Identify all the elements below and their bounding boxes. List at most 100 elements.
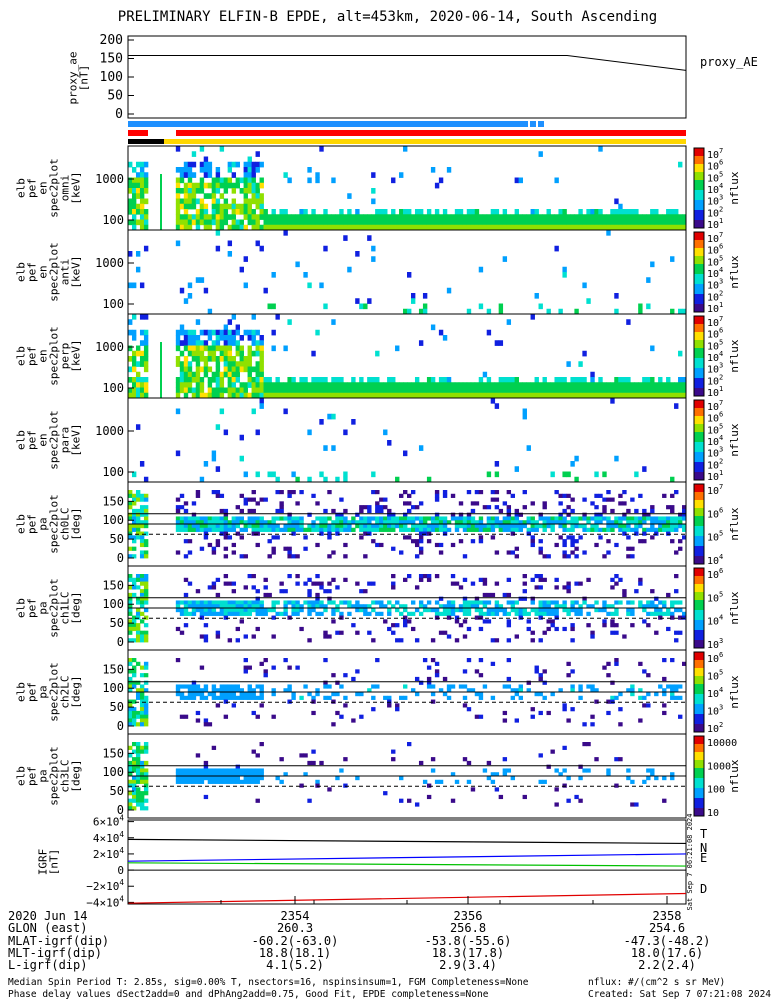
spectrogram-pixel — [135, 219, 141, 226]
svg-text:spec2plot: spec2plot — [48, 326, 61, 386]
spectrogram-pixel — [128, 745, 133, 750]
spectrogram-pixel — [131, 776, 137, 781]
spectrogram-pixel — [622, 589, 627, 594]
spectrogram-pixel — [634, 382, 639, 388]
spectrogram-pixel — [506, 676, 512, 682]
spectrogram-pixel — [367, 235, 372, 241]
colorbar-segment — [694, 506, 704, 509]
spectrogram-pixel — [259, 387, 264, 394]
spectrogram-pixel — [211, 600, 217, 605]
colorbar-segment — [694, 310, 704, 313]
spectrogram-pixel — [311, 749, 316, 754]
spectrogram-pixel — [279, 508, 284, 514]
spectrogram-pixel — [319, 611, 324, 616]
spectrogram-pixel — [323, 524, 328, 529]
spectrogram-pixel — [187, 604, 193, 609]
spectrogram-pixel — [355, 692, 360, 697]
spectrogram-pixel — [486, 214, 492, 220]
spectrogram-pixel — [143, 749, 149, 754]
spectrogram-pixel — [227, 167, 233, 173]
spectrogram-pixel — [395, 707, 400, 712]
spectrogram-pixel — [259, 516, 264, 521]
spectrogram-pixel — [375, 508, 380, 514]
spectrogram-pixel — [594, 392, 599, 399]
spectrogram-pixel — [135, 371, 141, 378]
spectrogram-pixel — [251, 177, 256, 184]
colorbar-segment — [694, 638, 704, 641]
spectrogram-pixel — [247, 684, 252, 689]
spectrogram-pixel — [375, 600, 380, 605]
spectrogram-pixel — [478, 577, 484, 582]
colorbar-segment — [694, 328, 704, 331]
spectrogram-pixel — [391, 604, 396, 609]
spectrogram-pixel — [259, 345, 264, 352]
spectrogram-pixel — [642, 608, 647, 613]
spectrogram-pixel — [299, 604, 304, 609]
spectrogram-pixel — [526, 382, 531, 388]
spectrogram-pixel — [426, 680, 432, 685]
spectrogram-pixel — [518, 382, 523, 388]
spectrogram-pixel — [211, 585, 217, 590]
spectrogram-pixel — [259, 497, 264, 502]
spectrogram-pixel — [654, 527, 659, 532]
colorbar-segment — [694, 472, 704, 475]
colorbar-segment — [694, 320, 704, 323]
spectrogram-pixel — [418, 219, 424, 226]
spectrogram-pixel — [474, 527, 480, 532]
spectrogram-pixel — [670, 776, 675, 781]
spectrogram-pixel — [634, 589, 639, 594]
spectrogram-pixel — [670, 493, 675, 498]
spectrogram-pixel — [128, 722, 133, 727]
spectrogram-pixel — [183, 214, 189, 220]
spectrogram-pixel — [646, 392, 651, 399]
spectrogram-pixel — [462, 577, 468, 582]
spectrogram-pixel — [486, 527, 492, 532]
spectrogram-pixel — [231, 335, 237, 341]
spectrogram-pixel — [315, 214, 320, 220]
spectrogram-pixel — [506, 214, 512, 220]
spectrogram-pixel — [566, 776, 571, 781]
spectrogram-pixel — [235, 520, 240, 525]
spectrogram-pixel — [175, 550, 181, 555]
spectrogram-pixel — [139, 505, 145, 510]
spectrogram-pixel — [219, 224, 225, 231]
spectrogram-pixel — [135, 600, 141, 605]
spectrogram-pixel — [462, 757, 468, 762]
colorbar-segment — [694, 458, 704, 461]
spectrogram-pixel — [666, 520, 671, 525]
svg-text:spec2plot: spec2plot — [48, 158, 61, 218]
spectrogram-pixel — [530, 520, 535, 525]
spectrogram-pixel — [387, 387, 392, 394]
spectrogram-pixel — [570, 387, 575, 394]
spectrogram-pixel — [128, 329, 133, 336]
spectrogram-pixel — [247, 611, 252, 616]
spectrogram-pixel — [207, 167, 213, 173]
spectrogram-pixel — [351, 676, 356, 682]
spectrogram-pixel — [351, 718, 356, 723]
spectrogram-pixel — [458, 516, 464, 521]
spectrogram-pixel — [438, 377, 444, 383]
spectrogram-pixel — [207, 779, 213, 784]
spectrogram-pixel — [379, 392, 384, 399]
colorbar-segment — [694, 568, 704, 571]
spectrogram-pixel — [255, 753, 260, 758]
colorbar-tick-label: 101 — [707, 385, 723, 399]
spectrogram-pixel — [131, 497, 137, 502]
spectrogram-pixel — [135, 177, 141, 184]
spectrogram-pixel — [195, 371, 201, 378]
spectrogram-pixel — [598, 516, 603, 521]
spectrogram-pixel — [550, 749, 555, 754]
svg-text:[keV]: [keV] — [70, 255, 83, 288]
colorbar-segment — [694, 348, 704, 351]
spectrogram-pixel — [160, 174, 162, 230]
spectrogram-pixel — [187, 768, 193, 773]
spectrogram-pixel — [203, 329, 209, 336]
spectrogram-pixel — [259, 224, 264, 231]
spectrogram-pixel — [662, 798, 667, 803]
spectrogram-pixel — [510, 604, 516, 609]
spectrogram-pixel — [187, 345, 193, 352]
spectrogram-pixel — [143, 703, 149, 708]
spectrogram-pixel — [478, 382, 484, 388]
spectrogram-pixel — [219, 209, 225, 215]
